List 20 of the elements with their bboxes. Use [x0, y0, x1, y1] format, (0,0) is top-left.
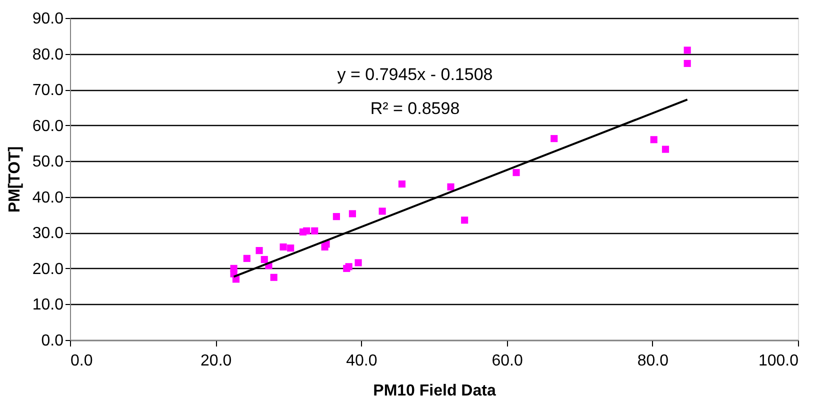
x-tick-label: 100.0	[758, 352, 799, 370]
x-axis-title: PM10 Field Data	[373, 382, 496, 400]
y-tick-label: 30.0	[32, 225, 64, 242]
x-tick-label: 80.0	[637, 352, 669, 370]
x-tick-label: 20.0	[200, 352, 232, 370]
y-tick-label: 0.0	[41, 332, 64, 350]
y-tick-label: 80.0	[32, 46, 64, 64]
annotation: R² = 0.8598	[370, 99, 460, 118]
y-axis-title: PM[TOT]	[6, 146, 24, 213]
x-tick-label: 40.0	[346, 352, 378, 370]
y-tick-label: 60.0	[32, 118, 64, 135]
y-tick-label: 20.0	[32, 260, 64, 278]
annotation: y = 0.7945x - 0.1508	[337, 64, 493, 84]
x-tick-label: 60.0	[492, 352, 523, 370]
y-tick-label: 70.0	[32, 82, 64, 100]
y-tick-label: 50.0	[32, 154, 64, 171]
y-tick-label: 90.0	[32, 10, 64, 28]
y-tick-label: 10.0	[32, 296, 64, 314]
x-tick-label: 0.0	[70, 352, 93, 370]
y-tick-label: 40.0	[32, 189, 64, 206]
